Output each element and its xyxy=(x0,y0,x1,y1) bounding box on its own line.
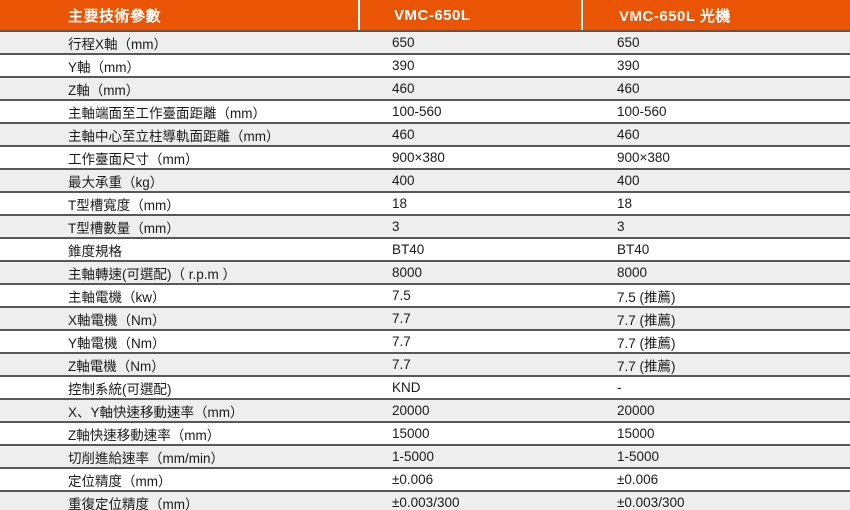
row-value-model-2: 8000 xyxy=(617,265,648,280)
row-value-model-2: - xyxy=(617,380,622,395)
row-value-model-2: 7.7 (推薦) xyxy=(617,335,676,351)
row-label: Z軸電機（Nm） xyxy=(68,358,165,374)
table-row: Y軸電機（Nm） 7.7 7.7 (推薦) xyxy=(0,329,850,352)
table-row: 工作臺面尺寸（mm） 900×380 900×380 xyxy=(0,145,850,168)
table-header-row: 主要技術參數 VMC-650L VMC-650L 光機 xyxy=(0,0,850,30)
row-value-model-2: 7.7 (推薦) xyxy=(617,358,676,374)
table-row: Y軸（mm） 390 390 xyxy=(0,53,850,76)
row-value-model-1: 1-5000 xyxy=(392,449,435,464)
table-row: 主軸轉速(可選配)（ r.p.m ） 8000 8000 xyxy=(0,260,850,283)
row-value-model-2: 3 xyxy=(617,219,625,234)
row-value-model-2: 15000 xyxy=(617,426,655,441)
table-row: 控制系統(可選配) KND - xyxy=(0,375,850,398)
row-value-model-2: 650 xyxy=(617,35,640,50)
table-row: 主軸端面至工作臺面距離（mm） 100-560 100-560 xyxy=(0,99,850,122)
table-row: Z軸（mm） 460 460 xyxy=(0,76,850,99)
column-header-model-2: VMC-650L 光機 xyxy=(581,0,850,30)
row-label: 主軸電機（kw） xyxy=(68,289,166,305)
row-label: 主軸轉速(可選配)（ r.p.m ） xyxy=(68,266,236,282)
row-value-model-1: ±0.003/300 xyxy=(392,495,460,510)
row-value-model-1: KND xyxy=(392,380,421,395)
row-value-model-2: 900×380 xyxy=(617,150,670,165)
table-row: 主軸中心至立柱導軌面距離（mm） 460 460 xyxy=(0,122,850,145)
row-value-model-2: 400 xyxy=(617,173,640,188)
row-value-model-2: 460 xyxy=(617,127,640,142)
row-value-model-2: 100-560 xyxy=(617,104,667,119)
row-value-model-2: BT40 xyxy=(617,242,650,257)
row-value-model-1: 15000 xyxy=(392,426,430,441)
row-value-model-1: 7.7 xyxy=(392,334,411,349)
row-value-model-1: 20000 xyxy=(392,403,430,418)
table-row: T型槽數量（mm） 3 3 xyxy=(0,214,850,237)
row-value-model-1: 7.7 xyxy=(392,311,411,326)
row-label: 重復定位精度（mm） xyxy=(68,496,199,510)
row-label: Y軸（mm） xyxy=(68,59,140,75)
row-value-model-1: 400 xyxy=(392,173,415,188)
table-row: Z軸電機（Nm） 7.7 7.7 (推薦) xyxy=(0,352,850,375)
table-row: 錐度規格 BT40 BT40 xyxy=(0,237,850,260)
table-row: X、Y軸快速移動速率（mm） 20000 20000 xyxy=(0,398,850,421)
row-value-model-1: 100-560 xyxy=(392,104,442,119)
row-label: 工作臺面尺寸（mm） xyxy=(68,151,199,167)
row-value-model-1: 460 xyxy=(392,127,415,142)
row-label: 錐度規格 xyxy=(68,243,122,259)
row-value-model-2: 7.7 (推薦) xyxy=(617,312,676,328)
table-row: 行程X軸（mm） 650 650 xyxy=(0,30,850,53)
row-value-model-1: 8000 xyxy=(392,265,423,280)
table-row: 主軸電機（kw） 7.5 7.5 (推薦) xyxy=(0,283,850,306)
row-value-model-1: 3 xyxy=(392,219,400,234)
row-label: 最大承重（kg） xyxy=(68,174,164,190)
row-value-model-2: 1-5000 xyxy=(617,449,660,464)
row-value-model-2: 18 xyxy=(617,196,633,211)
row-value-model-1: ±0.006 xyxy=(392,472,434,487)
row-label: X軸電機（Nm） xyxy=(68,312,166,328)
row-value-model-2: 7.5 (推薦) xyxy=(617,289,676,305)
row-value-model-2: ±0.003/300 xyxy=(617,495,685,510)
table-row: X軸電機（Nm） 7.7 7.7 (推薦) xyxy=(0,306,850,329)
row-value-model-2: 460 xyxy=(617,81,640,96)
row-value-model-1: 7.7 xyxy=(392,357,411,372)
row-value-model-1: 7.5 xyxy=(392,288,411,303)
row-label: 主軸端面至工作臺面距離（mm） xyxy=(68,105,266,121)
table-row: 定位精度（mm） ±0.006 ±0.006 xyxy=(0,467,850,490)
row-value-model-1: BT40 xyxy=(392,242,425,257)
row-label: T型槽寬度（mm） xyxy=(68,197,180,213)
table-row: 重復定位精度（mm） ±0.003/300 ±0.003/300 xyxy=(0,490,850,510)
table-row: Z軸快速移動速率（mm） 15000 15000 xyxy=(0,421,850,444)
row-label: Z軸（mm） xyxy=(68,82,140,98)
row-value-model-1: 900×380 xyxy=(392,150,445,165)
row-label: Y軸電機（Nm） xyxy=(68,335,166,351)
table-row: 切削進給速率（mm/min） 1-5000 1-5000 xyxy=(0,444,850,467)
row-label: 定位精度（mm） xyxy=(68,473,172,489)
row-value-model-1: 18 xyxy=(392,196,408,211)
row-label: Z軸快速移動速率（mm） xyxy=(68,427,221,443)
row-value-model-2: ±0.006 xyxy=(617,472,659,487)
row-value-model-2: 390 xyxy=(617,58,640,73)
row-value-model-2: 20000 xyxy=(617,403,655,418)
row-label: 控制系統(可選配) xyxy=(68,381,172,397)
row-label: X、Y軸快速移動速率（mm） xyxy=(68,404,244,420)
row-value-model-1: 460 xyxy=(392,81,415,96)
row-label: T型槽數量（mm） xyxy=(68,220,180,236)
row-label: 行程X軸（mm） xyxy=(68,36,167,52)
table-title: 主要技術參數 xyxy=(68,7,162,25)
row-value-model-1: 390 xyxy=(392,58,415,73)
row-value-model-1: 650 xyxy=(392,35,415,50)
row-label: 主軸中心至立柱導軌面距離（mm） xyxy=(68,128,280,144)
table-body: 行程X軸（mm） 650 650 Y軸（mm） 390 390 Z軸（mm） 460 460 主軸… xyxy=(0,30,850,510)
table-row: 最大承重（kg） 400 400 xyxy=(0,168,850,191)
column-header-model-1: VMC-650L xyxy=(358,0,581,30)
row-label: 切削進給速率（mm/min） xyxy=(68,450,224,466)
table-row: T型槽寬度（mm） 18 18 xyxy=(0,191,850,214)
